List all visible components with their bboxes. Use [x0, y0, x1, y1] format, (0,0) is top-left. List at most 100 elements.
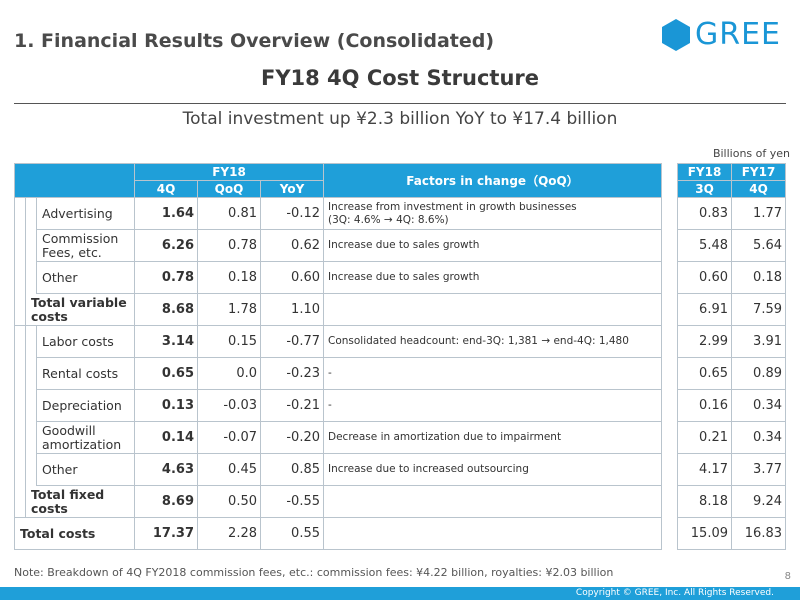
- indent-cell: [25, 421, 37, 454]
- factor-text: Increase due to increased outsourcing: [323, 453, 662, 486]
- header-4q: 4Q: [134, 180, 198, 198]
- value-qoq: 1.78: [197, 293, 261, 326]
- copyright: Copyright © GREE, Inc. All Rights Reserv…: [575, 588, 774, 598]
- factor-text: [323, 293, 662, 326]
- value-fy17-4q: 0.34: [731, 421, 786, 454]
- value-qoq: 2.28: [197, 517, 261, 550]
- header-blank-cell: [14, 163, 135, 198]
- table-header-row-2: 3Q 4Q: [677, 180, 786, 198]
- table-row-total-variable: Total variable costs 8.68 1.78 1.10: [15, 293, 662, 326]
- value-fy17-4q: 3.91: [731, 325, 786, 358]
- value-4q: 0.78: [134, 261, 198, 294]
- row-label: Goodwill amortization: [36, 421, 135, 454]
- value-yoy: -0.12: [260, 197, 324, 230]
- value-fy17-4q: 0.89: [731, 357, 786, 390]
- table-row: Other 0.78 0.18 0.60 Increase due to sal…: [15, 261, 662, 294]
- value-fy18-3q: 0.65: [677, 357, 732, 390]
- table-row-total-variable: 6.91 7.59: [677, 293, 786, 326]
- value-4q: 0.65: [134, 357, 198, 390]
- value-yoy: 0.55: [260, 517, 324, 550]
- value-qoq: 0.81: [197, 197, 261, 230]
- table-row: Rental costs 0.65 0.0 -0.23 -: [15, 357, 662, 390]
- table-header-row-2: 4Q QoQ YoY: [15, 180, 662, 198]
- value-4q: 17.37: [134, 517, 198, 550]
- table-row: 0.16 0.34: [677, 389, 786, 422]
- table-header-row-1: FY18 FY17: [677, 163, 786, 181]
- value-fy18-3q: 0.60: [677, 261, 732, 294]
- value-fy17-4q: 1.77: [731, 197, 786, 230]
- value-fy18-3q: 6.91: [677, 293, 732, 326]
- value-yoy: -0.23: [260, 357, 324, 390]
- value-yoy: 0.62: [260, 229, 324, 262]
- table-header-row-1: FY18 Factors in change（QoQ）: [14, 163, 662, 198]
- table-row: 4.17 3.77: [677, 453, 786, 486]
- table-row: Goodwill amortization 0.14 -0.07 -0.20 D…: [15, 421, 662, 454]
- slide-subtitle: Total investment up ¥2.3 billion YoY to …: [182, 109, 618, 129]
- value-fy18-3q: 4.17: [677, 453, 732, 486]
- value-4q: 4.63: [134, 453, 198, 486]
- factor-text: Consolidated headcount: end-3Q: 1,381 → …: [323, 325, 662, 358]
- value-fy18-3q: 5.48: [677, 229, 732, 262]
- factor-line-1: Increase from investment in growth busin…: [328, 200, 577, 213]
- value-fy17-4q: 0.18: [731, 261, 786, 294]
- value-qoq: 0.15: [197, 325, 261, 358]
- factor-text: Increase due to sales growth: [323, 229, 662, 262]
- value-yoy: -0.20: [260, 421, 324, 454]
- table-row: 5.48 5.64: [677, 229, 786, 262]
- row-label: Labor costs: [36, 325, 135, 358]
- gree-logo: GREE: [661, 18, 781, 52]
- value-yoy: -0.55: [260, 485, 324, 518]
- value-fy18-3q: 0.16: [677, 389, 732, 422]
- unit-note: Billions of yen: [712, 147, 790, 160]
- table-row: 0.21 0.34: [677, 421, 786, 454]
- page-number: 8: [784, 571, 791, 582]
- value-qoq: 0.0: [197, 357, 261, 390]
- indent-cell: [25, 453, 37, 486]
- indent-cell: [25, 261, 37, 294]
- factor-text: Decrease in amortization due to impairme…: [323, 421, 662, 454]
- gree-hexagon-icon: [662, 19, 690, 51]
- value-qoq: 0.78: [197, 229, 261, 262]
- value-yoy: -0.21: [260, 389, 324, 422]
- value-qoq: 0.50: [197, 485, 261, 518]
- value-4q: 8.68: [134, 293, 198, 326]
- header-fy18-3q-bottom: 3Q: [677, 180, 732, 198]
- header-qoq: QoQ: [197, 180, 261, 198]
- row-label: Total fixed costs: [25, 485, 135, 518]
- value-4q: 6.26: [134, 229, 198, 262]
- row-label: Total variable costs: [25, 293, 135, 326]
- indent-cell: [25, 357, 37, 390]
- factor-text: Increase from investment in growth busin…: [323, 197, 662, 230]
- header-fy17-4q-top: FY17: [731, 163, 786, 181]
- header-fy18: FY18: [134, 163, 324, 181]
- value-4q: 1.64: [134, 197, 198, 230]
- footnote: Note: Breakdown of 4Q FY2018 commission …: [14, 566, 614, 579]
- cost-structure-table: FY18 Factors in change（QoQ） 4Q QoQ YoY A…: [14, 163, 662, 550]
- row-label: Commission Fees, etc.: [36, 229, 135, 262]
- table-row: 0.83 1.77: [677, 197, 786, 230]
- row-label: Rental costs: [36, 357, 135, 390]
- value-fy17-4q: 0.34: [731, 389, 786, 422]
- value-fy18-3q: 8.18: [677, 485, 732, 518]
- table-row: 0.65 0.89: [677, 357, 786, 390]
- value-4q: 3.14: [134, 325, 198, 358]
- factor-text: [323, 517, 662, 550]
- logo-text: GREE: [695, 17, 782, 52]
- value-qoq: -0.03: [197, 389, 261, 422]
- table-row: Depreciation 0.13 -0.03 -0.21 -: [15, 389, 662, 422]
- table-row-total-fixed: 8.18 9.24: [677, 485, 786, 518]
- table-row: 0.60 0.18: [677, 261, 786, 294]
- value-qoq: 0.45: [197, 453, 261, 486]
- indent-fixed: [14, 325, 26, 518]
- value-fy17-4q: 5.64: [731, 229, 786, 262]
- table-row: 2.99 3.91: [677, 325, 786, 358]
- comparison-table: FY18 FY17 3Q 4Q 0.83 1.77 5.48 5.64 0.60 0.…: [677, 163, 786, 550]
- indent-cell: [25, 389, 37, 422]
- value-4q: 0.13: [134, 389, 198, 422]
- table-row: Other 4.63 0.45 0.85 Increase due to inc…: [15, 453, 662, 486]
- value-fy17-4q: 9.24: [731, 485, 786, 518]
- value-4q: 8.69: [134, 485, 198, 518]
- row-label: Advertising: [36, 197, 135, 230]
- table-row-total: 15.09 16.83: [677, 517, 786, 550]
- value-4q: 0.14: [134, 421, 198, 454]
